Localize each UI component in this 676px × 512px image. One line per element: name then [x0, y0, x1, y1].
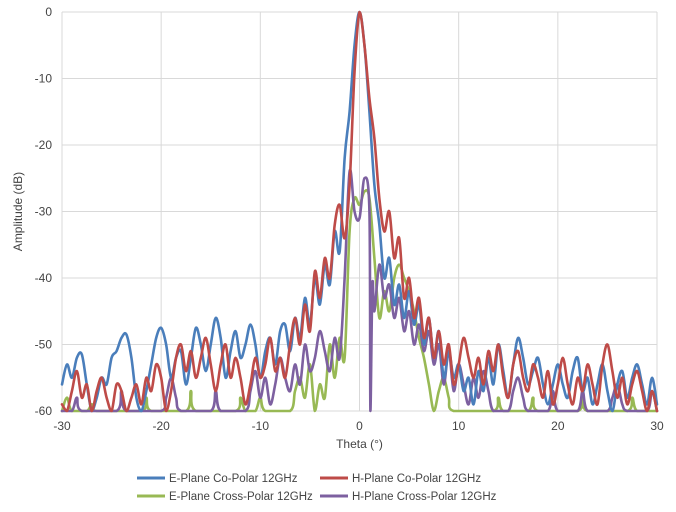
x-tick-label: -30	[53, 419, 71, 433]
x-tick-label: 20	[551, 419, 565, 433]
y-tick-label: -40	[35, 271, 53, 285]
y-axis-title: Amplitude (dB)	[11, 172, 25, 251]
legend: E-Plane Co-Polar 12GHz H-Plane Co-Polar 1…	[137, 473, 497, 503]
x-tick-label: 0	[356, 419, 363, 433]
legend-label: E-Plane Cross-Polar 12GHz	[169, 491, 313, 503]
x-tick-label: 10	[452, 419, 466, 433]
y-tick-label: -50	[35, 338, 53, 352]
series-lines	[60, 10, 659, 413]
legend-item-2: H-Plane Co-Polar 12GHz	[320, 473, 481, 485]
legend-item-3: E-Plane Cross-Polar 12GHz	[137, 491, 313, 503]
legend-label: H-Plane Cross-Polar 12GHz	[352, 491, 497, 503]
series-line-2	[60, 10, 659, 413]
series-line-3	[60, 188, 659, 413]
y-tick-label: -20	[35, 138, 53, 152]
x-tick-label: -10	[252, 419, 270, 433]
y-tick-label: 0	[45, 5, 52, 19]
x-tick-label: -20	[152, 419, 170, 433]
x-tick-label: 30	[650, 419, 664, 433]
legend-item-4: H-Plane Cross-Polar 12GHz	[320, 491, 497, 503]
y-tick-label: -30	[35, 205, 53, 219]
series-line-4	[60, 168, 659, 413]
legend-label: E-Plane Co-Polar 12GHz	[169, 473, 298, 485]
tick-labels: 0-10-20-30-40-50-60-30 -20 -10 0 10 20 30	[35, 5, 664, 433]
y-tick-label: -10	[35, 72, 53, 86]
y-tick-label: -60	[35, 404, 53, 418]
grid-lines	[61, 11, 658, 412]
legend-label: H-Plane Co-Polar 12GHz	[352, 473, 481, 485]
legend-item-1: E-Plane Co-Polar 12GHz	[137, 473, 298, 485]
x-axis-title: Theta (°)	[336, 437, 383, 451]
